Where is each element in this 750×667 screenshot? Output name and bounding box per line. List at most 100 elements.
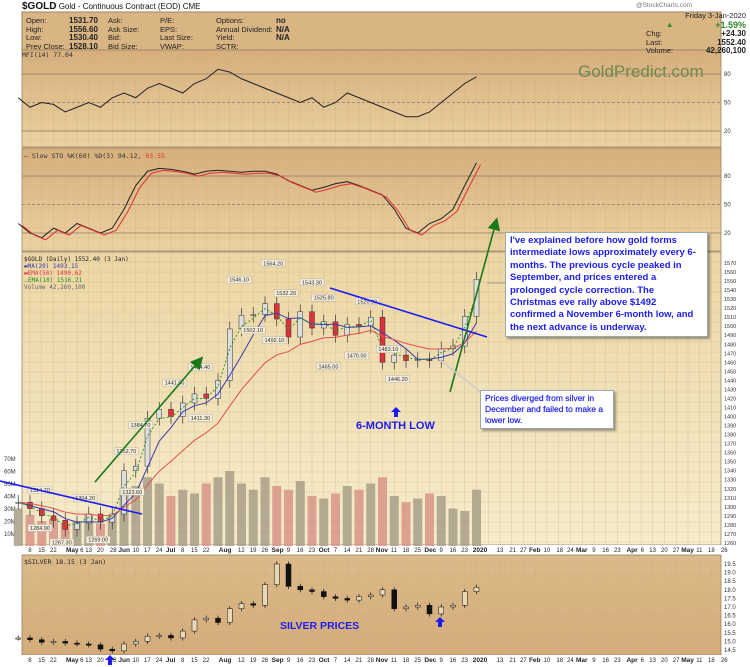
x-tick-label: 15 (191, 658, 198, 664)
x-tick-label: 28 (367, 658, 374, 664)
volume-bar (84, 514, 94, 546)
gold-legend: $GOLD (Daily) 1552.40 (3 Jan) ▬MA(20) 14… (24, 256, 129, 291)
volume-bar (295, 481, 305, 546)
blue-up-arrow-icon (435, 617, 445, 627)
candle-body (62, 520, 68, 530)
candle-body (309, 311, 315, 329)
candle-body (274, 303, 280, 320)
silver-candle (344, 598, 350, 601)
x-tick-label: 26 (262, 658, 269, 664)
x-tick-label: 12 (238, 658, 245, 664)
x-tick-label: 14 (344, 658, 351, 664)
x-tick-label: 28 (110, 658, 117, 664)
price-label-box (261, 259, 286, 268)
x-tick-label: 10 (544, 548, 551, 554)
x-tick-label: 24 (567, 548, 574, 554)
x-tick-label: 15 (38, 658, 45, 664)
price-tick-label: 1340 (724, 469, 736, 475)
x-tick-label: 23 (309, 548, 316, 554)
silver-candle (368, 594, 374, 597)
price-tick-label: 1520 (724, 306, 736, 312)
quote-summary: Friday 3-Jan-2020 ▲ +1.59% Chg: +24.30 Las… (646, 11, 746, 55)
silver-tick-label: 18.0 (724, 588, 736, 594)
watermark: GoldPredict.com (578, 62, 704, 81)
x-tick-label: 26 (721, 548, 728, 554)
volume-bar (49, 518, 58, 546)
x-tick-label: May (66, 547, 79, 554)
silver-tick-label: 14.5 (724, 648, 736, 654)
main-note: I've explained before how gold forms int… (505, 232, 708, 338)
price-tick-label: 1290 (724, 514, 736, 520)
volume-tick-label: 60M (4, 470, 16, 476)
header-panel (21, 11, 722, 51)
x-tick-label: Aug (219, 547, 232, 554)
price-label-box (311, 294, 336, 302)
sto-label: — Slow STO %K(60) %D(3) 94.12, 93.55 (24, 152, 165, 160)
x-tick-label: 13 (649, 658, 656, 664)
x-tick-label: 9 (592, 548, 596, 554)
volume-bar (248, 489, 258, 546)
x-tick-label: 7 (334, 658, 338, 664)
green-up-arrow (449, 217, 501, 393)
price-label-box (120, 488, 145, 496)
price-label: 1352.70 (116, 449, 136, 455)
silver-prices-annotation: SILVER PRICES (280, 620, 360, 632)
x-tick-label: 7 (334, 548, 338, 554)
silver-candle (274, 563, 280, 585)
x-tick-label: 25 (414, 548, 421, 554)
x-tick-label: 11 (391, 658, 398, 664)
x-tick-label: 17 (144, 548, 151, 554)
x-tick-label: Feb (529, 547, 541, 554)
volume-bar (225, 471, 235, 546)
x-tick-label: Nov (376, 547, 389, 554)
candle-body (168, 409, 174, 417)
x-tick-label: 23 (461, 658, 468, 664)
x-tick-label: 2020 (473, 547, 488, 554)
up-triangle-icon: ▲ (666, 19, 674, 29)
candle-body (332, 321, 339, 336)
price-label: 1546.10 (229, 278, 249, 284)
silver-candle (250, 603, 256, 606)
silver-candle (109, 648, 115, 652)
candle-body (344, 324, 350, 336)
candle-body (297, 311, 303, 338)
silver-tick-label: 17.0 (724, 605, 736, 611)
sto-signal-line (21, 164, 481, 241)
x-tick-label: 18 (556, 658, 563, 664)
silver-candle (39, 639, 45, 643)
x-tick-label: 16 (602, 548, 609, 554)
price-label-box (376, 345, 401, 353)
x-tick-label: 23 (614, 658, 621, 664)
divergence-note: Prices diverged from silver in December … (480, 390, 614, 429)
x-tick-label: 23 (309, 658, 316, 664)
price-label-box (49, 538, 74, 547)
chart-title: $GOLD Gold - Continuous Contract (EOD) C… (22, 1, 201, 12)
x-tick-label: 27 (520, 658, 527, 664)
price-tick-label: 1310 (724, 496, 736, 502)
silver-candle (356, 596, 362, 601)
silver-candle (321, 591, 327, 597)
price-label-box (162, 378, 187, 387)
price-tick-label: 1300 (724, 505, 736, 511)
x-tick-label: 13 (497, 548, 504, 554)
x-tick-label: 9 (592, 658, 596, 664)
price-label-box (299, 278, 325, 287)
price-label: 1465.00 (319, 364, 339, 370)
volume-bar (154, 483, 164, 546)
x-tick-label: 27 (520, 548, 527, 554)
silver-candle (450, 605, 456, 608)
x-tick-label: 21 (509, 658, 516, 664)
price-label: 1492.10 (264, 338, 284, 344)
price-tick-label: 1390 (724, 424, 736, 430)
price-label: 1532.20 (276, 291, 296, 297)
volume-bar (354, 489, 364, 546)
price-tick-label: 1540 (724, 288, 736, 294)
volume-bar (178, 489, 188, 546)
x-tick-label: Mar (576, 657, 588, 664)
silver-candle (379, 589, 386, 596)
x-tick-label: 26 (262, 548, 269, 554)
volume-bar (131, 486, 141, 546)
downtrend-line (329, 287, 488, 338)
silver-candle (309, 589, 315, 592)
x-tick-label: 18 (708, 548, 715, 554)
